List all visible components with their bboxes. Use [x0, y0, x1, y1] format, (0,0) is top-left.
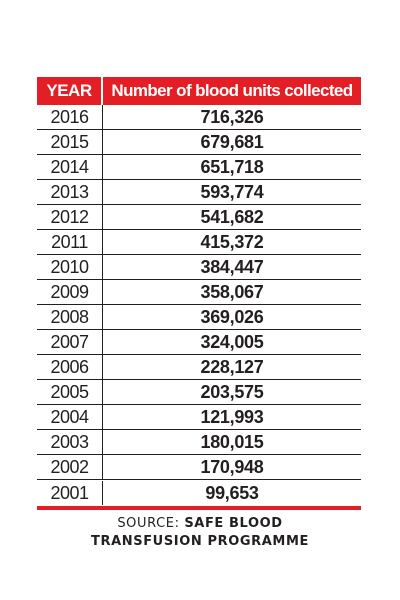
- year-cell: 2004: [37, 405, 103, 429]
- table-row: 2016 716,326: [37, 105, 361, 130]
- units-value-cell: 228,127: [200, 357, 264, 377]
- year-cell: 2006: [37, 355, 103, 379]
- units-value-cell: 716,326: [200, 107, 264, 127]
- units-value-cell: 369,026: [200, 307, 264, 327]
- source-note: SOURCE: SAFE BLOOD TRANSFUSION PROGRAMME: [0, 515, 400, 551]
- units-value-cell: 203,575: [200, 382, 264, 402]
- table-row: 2008 369,026: [37, 305, 361, 330]
- table-row: 2009 358,067: [37, 280, 361, 305]
- year-cell: 2015: [37, 130, 103, 154]
- blood-units-table: YEAR Number of blood units collected 201…: [37, 77, 361, 510]
- table-row: 2015 679,681: [37, 130, 361, 155]
- units-value-cell: 170,948: [200, 457, 264, 477]
- table-row: 2014 651,718: [37, 155, 361, 180]
- units-value-cell: 415,372: [200, 232, 264, 252]
- year-cell: 2010: [37, 255, 103, 279]
- units-value-cell: 180,015: [200, 432, 264, 452]
- year-cell: 2016: [37, 105, 103, 129]
- year-cell: 2014: [37, 155, 103, 179]
- source-prefix: SOURCE:: [117, 516, 185, 531]
- table-row: 2007 324,005: [37, 330, 361, 355]
- units-value-cell: 324,005: [200, 332, 264, 352]
- year-cell: 2001: [37, 480, 103, 505]
- year-cell: 2013: [37, 180, 103, 204]
- table-row: 2003 180,015: [37, 430, 361, 455]
- table-header-row: YEAR Number of blood units collected: [37, 77, 361, 105]
- table-body: 2016 716,326 2015 679,681 2014 651,718 2013 593…: [37, 105, 361, 505]
- table-row: 2005 203,575: [37, 380, 361, 405]
- units-value-cell: 384,447: [200, 257, 264, 277]
- units-value-cell: 121,993: [200, 407, 264, 427]
- year-cell: 2011: [37, 230, 103, 254]
- table-row: 2006 228,127: [37, 355, 361, 380]
- units-value-cell: 541,682: [200, 207, 264, 227]
- units-value-cell: 99,653: [205, 482, 259, 503]
- units-value-cell: 593,774: [200, 182, 264, 202]
- header-units-collected: Number of blood units collected: [111, 81, 353, 100]
- units-value-cell: 679,681: [200, 132, 264, 152]
- units-value-cell: 358,067: [200, 282, 264, 302]
- units-value-cell: 651,718: [200, 157, 264, 177]
- year-cell: 2002: [37, 455, 103, 479]
- year-cell: 2003: [37, 430, 103, 454]
- year-cell: 2012: [37, 205, 103, 229]
- year-cell: 2005: [37, 380, 103, 404]
- year-cell: 2007: [37, 330, 103, 354]
- header-year: YEAR: [37, 77, 103, 105]
- table-row: 2001 99,653: [37, 480, 361, 505]
- table-row: 2004 121,993: [37, 405, 361, 430]
- year-cell: 2009: [37, 280, 103, 304]
- source-name-line2: TRANSFUSION PROGRAMME: [91, 534, 309, 549]
- table-row: 2013 593,774: [37, 180, 361, 205]
- table-row: 2002 170,948: [37, 455, 361, 480]
- table-row: 2010 384,447: [37, 255, 361, 280]
- source-name-line1: SAFE BLOOD: [184, 516, 283, 531]
- year-cell: 2008: [37, 305, 103, 329]
- table-bottom-rule: [37, 506, 361, 510]
- table-row: 2012 541,682: [37, 205, 361, 230]
- table-row: 2011 415,372: [37, 230, 361, 255]
